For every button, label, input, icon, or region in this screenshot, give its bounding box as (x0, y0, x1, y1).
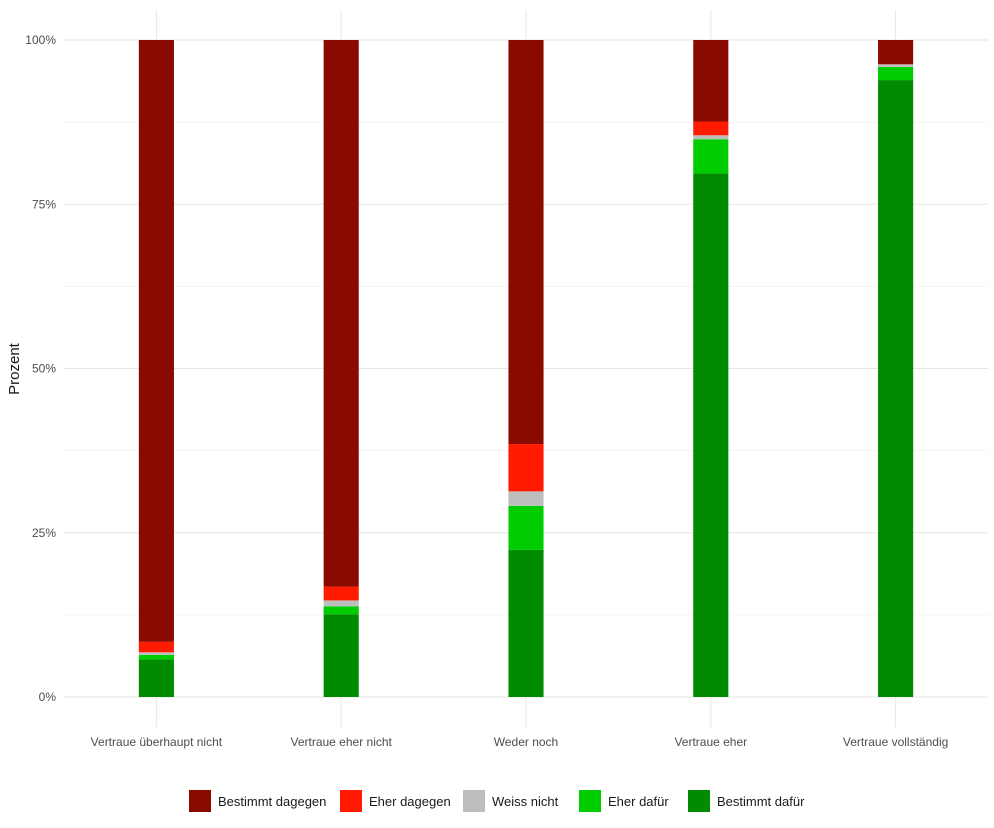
y-axis-title: Prozent (6, 342, 23, 395)
bar-segment (138, 659, 174, 697)
y-tick-label: 0% (39, 690, 57, 704)
bar-segment (693, 121, 729, 136)
legend-key (189, 790, 211, 812)
legend-key (688, 790, 710, 812)
bar-segment (508, 491, 544, 506)
bar-segment (138, 654, 174, 660)
bar-segment (693, 139, 729, 174)
x-tick-label: Weder noch (494, 735, 558, 749)
legend-key (579, 790, 601, 812)
legend-label: Bestimmt dagegen (218, 794, 326, 809)
bar-segment (323, 614, 359, 697)
x-tick-label: Vertraue eher (674, 735, 747, 749)
bar-segment (878, 40, 914, 65)
bar-segment (693, 40, 729, 122)
x-tick-label: Vertraue eher nicht (290, 735, 392, 749)
bar-segment (323, 40, 359, 587)
x-axis-tick-labels: Vertraue überhaupt nicht Vertraue eher ni… (91, 735, 949, 749)
legend-item: Weiss nicht (463, 790, 559, 812)
y-tick-label: 50% (32, 362, 56, 376)
bar-segment (878, 64, 914, 67)
y-axis-tick-labels: 0% 25% 50% 75% 100% (25, 33, 56, 704)
legend-key (463, 790, 485, 812)
bar-segment (323, 606, 359, 615)
bar-segment (508, 444, 544, 492)
legend-item: Bestimmt dagegen (189, 790, 326, 812)
bar-segment (138, 652, 174, 655)
bar-segment (878, 66, 914, 81)
legend-label: Eher dafür (608, 794, 669, 809)
y-tick-label: 100% (25, 33, 56, 47)
legend-key (340, 790, 362, 812)
y-tick-label: 25% (32, 526, 56, 540)
legend-label: Eher dagegen (369, 794, 451, 809)
bars (138, 40, 914, 698)
bar-segment (138, 641, 174, 653)
legend-item: Eher dafür (579, 790, 669, 812)
legend-label: Bestimmt dafür (717, 794, 805, 809)
bar-segment (323, 586, 359, 601)
bar-segment (693, 173, 729, 698)
bar-segment (508, 549, 544, 697)
legend-item: Bestimmt dafür (688, 790, 805, 812)
x-tick-label: Vertraue überhaupt nicht (91, 735, 223, 749)
bar-segment (508, 505, 544, 550)
bar-segment (323, 600, 359, 607)
legend-label: Weiss nicht (492, 794, 559, 809)
legend: Bestimmt dagegen Eher dagegen Weiss nicht E… (189, 790, 805, 812)
y-tick-label: 75% (32, 197, 56, 211)
legend-item: Eher dagegen (340, 790, 451, 812)
bar-segment (878, 80, 914, 697)
bar-segment (138, 40, 174, 642)
bar-segment (508, 40, 544, 445)
x-tick-label: Vertraue vollständig (843, 735, 948, 749)
bar-segment (693, 135, 729, 140)
